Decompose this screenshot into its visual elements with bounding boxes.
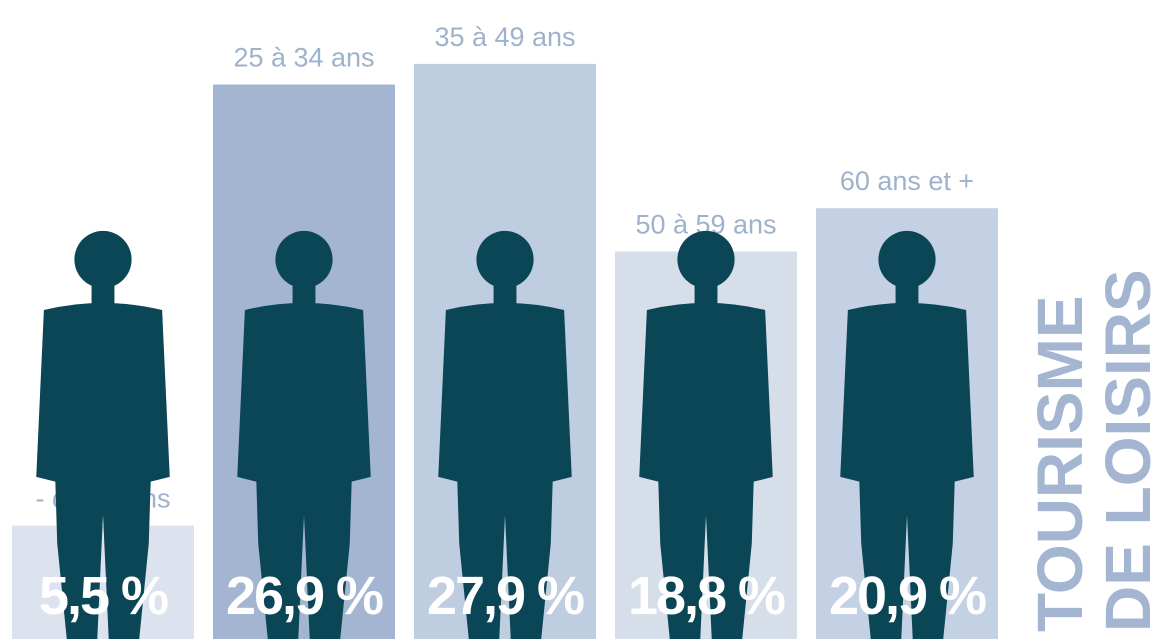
chart-title: DE LOISIRS (1092, 269, 1159, 632)
silhouette-head (476, 231, 533, 288)
chart: TOURISME DE LOISIRS - de 25 ans5,5 %25 à… (0, 0, 1159, 639)
value-label: 26,9 % (226, 566, 383, 626)
silhouette-head (275, 231, 332, 288)
silhouette-neck (695, 281, 718, 305)
category-label: 35 à 49 ans (434, 22, 575, 52)
value-label: 5,5 % (39, 566, 168, 626)
silhouette-neck (896, 281, 919, 305)
silhouette-neck (92, 281, 115, 305)
silhouette-head (677, 231, 734, 288)
silhouette-head (74, 231, 131, 288)
side-title: TOURISME DE LOISIRS (1024, 269, 1159, 632)
chart-title: TOURISME (1024, 295, 1096, 632)
value-label: 20,9 % (829, 566, 986, 626)
value-label: 18,8 % (628, 566, 785, 626)
value-label: 27,9 % (427, 566, 584, 626)
silhouette-neck (293, 281, 316, 305)
category-label: 25 à 34 ans (233, 43, 374, 73)
silhouette-head (878, 231, 935, 288)
silhouette-neck (494, 281, 517, 305)
category-label: 60 ans et + (840, 166, 974, 196)
